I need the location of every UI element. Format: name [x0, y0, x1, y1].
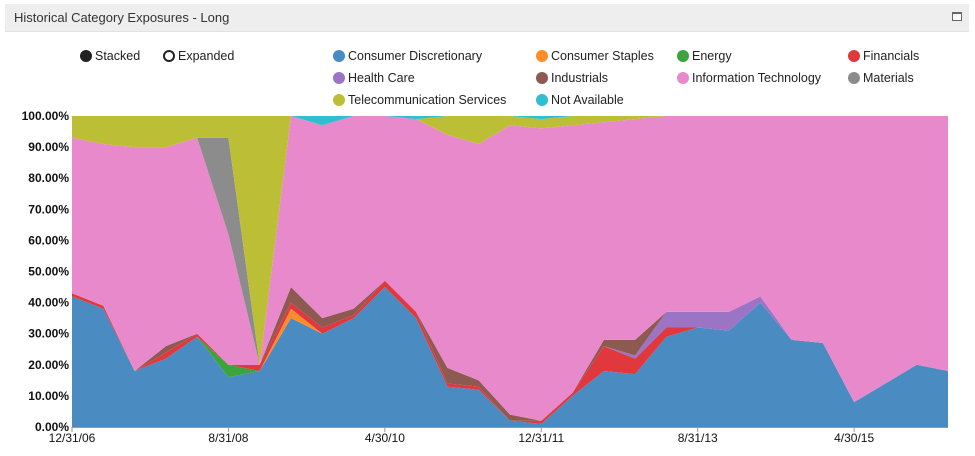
- area-series-group: [72, 116, 948, 427]
- legend-dot-icon: [333, 94, 345, 106]
- y-tick-label: 80.00%: [28, 171, 69, 185]
- legend-dot-icon: [677, 50, 689, 62]
- legend-item-telecommunication-services[interactable]: Telecommunication Services: [333, 92, 506, 108]
- legend-item-materials[interactable]: Materials: [848, 70, 914, 86]
- legend-item-not-available[interactable]: Not Available: [536, 92, 624, 108]
- x-tick-label: 4/30/15: [834, 431, 874, 445]
- legend-label: Industrials: [551, 71, 608, 85]
- legend-dot-icon: [848, 72, 860, 84]
- x-tick-label: 8/31/08: [208, 431, 248, 445]
- y-tick-label: 100.00%: [22, 109, 70, 123]
- legend-label: Consumer Discretionary: [348, 49, 483, 63]
- panel-header: Historical Category Exposures - Long: [5, 4, 969, 32]
- y-tick-label: 90.00%: [28, 140, 69, 154]
- radio-empty-icon: [163, 50, 175, 62]
- legend-dot-icon: [536, 50, 548, 62]
- panel-title: Historical Category Exposures - Long: [14, 10, 230, 25]
- area-telecommunication-services[interactable]: [72, 116, 948, 365]
- y-tick-label: 40.00%: [28, 296, 69, 310]
- x-axis: 12/31/06 8/31/08 4/30/10 12/31/11 8/31/13 4/3…: [49, 427, 948, 445]
- x-tick-label: 8/31/13: [678, 431, 718, 445]
- legend-item-energy[interactable]: Energy: [677, 48, 732, 64]
- legend-item-information-technology[interactable]: Information Technology: [677, 70, 821, 86]
- window-maximize-icon[interactable]: [952, 12, 962, 21]
- expanded-label: Expanded: [178, 49, 235, 63]
- legend-dot-icon: [333, 72, 345, 84]
- legend-dot-icon: [536, 94, 548, 106]
- legend-item-health-care[interactable]: Health Care: [333, 70, 415, 86]
- legend-label: Not Available: [551, 93, 624, 107]
- legend-label: Consumer Staples: [551, 49, 654, 63]
- y-tick-label: 0.00%: [35, 420, 69, 434]
- stacked-radio[interactable]: Stacked: [80, 48, 140, 64]
- legend-dot-icon: [677, 72, 689, 84]
- x-tick-label: 4/30/10: [365, 431, 405, 445]
- legend-item-consumer-discretionary[interactable]: Consumer Discretionary: [333, 48, 482, 64]
- x-tick-label: 12/31/06: [49, 431, 96, 445]
- legend-item-financials[interactable]: Financials: [848, 48, 919, 64]
- legend-dot-icon: [848, 50, 860, 62]
- legend-dot-icon: [333, 50, 345, 62]
- legend-label: Financials: [863, 49, 920, 63]
- stacked-label: Stacked: [95, 49, 141, 63]
- area-information-technology[interactable]: [72, 116, 948, 421]
- legend-item-industrials[interactable]: Industrials: [536, 70, 608, 86]
- y-tick-label: 10.00%: [28, 389, 69, 403]
- y-tick-label: 60.00%: [28, 233, 69, 247]
- y-tick-label: 30.00%: [28, 327, 69, 341]
- y-axis: 0.00% 10.00% 20.00% 30.00% 40.00% 50.00% 60.00…: [22, 109, 70, 434]
- radio-filled-icon: [80, 50, 92, 62]
- y-tick-label: 50.00%: [28, 265, 69, 279]
- expanded-radio[interactable]: Expanded: [163, 48, 234, 64]
- legend-label: Telecommunication Services: [348, 93, 507, 107]
- area-health-care[interactable]: [72, 280, 948, 421]
- legend-dot-icon: [536, 72, 548, 84]
- x-tick-label: 12/31/11: [518, 431, 564, 445]
- legend-label: Energy: [692, 49, 732, 63]
- area-consumer-discretionary[interactable]: [72, 287, 948, 427]
- legend-label: Materials: [863, 71, 914, 85]
- y-tick-label: 70.00%: [28, 202, 69, 216]
- legend-item-consumer-staples[interactable]: Consumer Staples: [536, 48, 654, 64]
- legend-label: Health Care: [348, 71, 415, 85]
- legend-label: Information Technology: [692, 71, 822, 85]
- y-tick-label: 20.00%: [28, 358, 69, 372]
